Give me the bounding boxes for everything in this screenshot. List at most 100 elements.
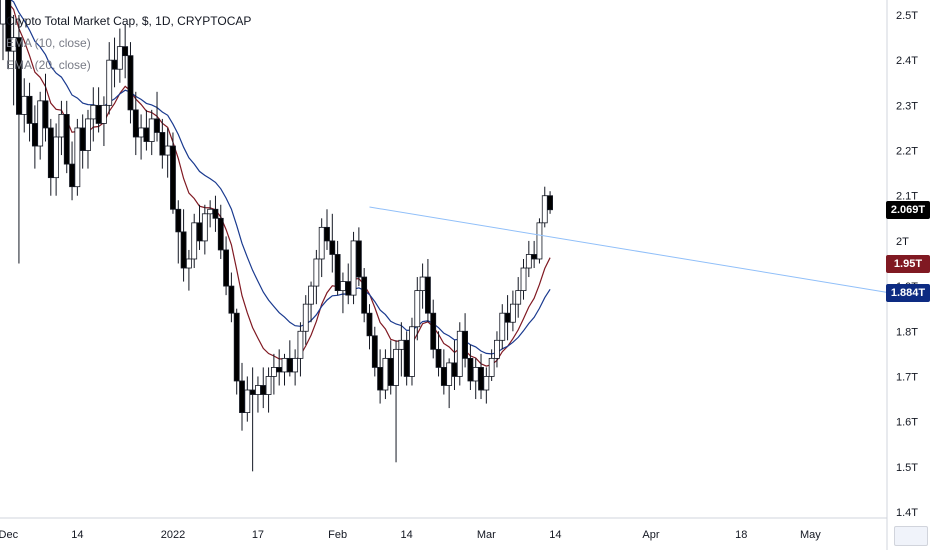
x-tick-label: 14 [549,529,561,541]
candle-body [547,195,553,211]
candle-body [520,267,527,292]
candle-body [63,114,70,165]
candle-body [164,145,171,156]
candle-body [366,312,373,337]
candle-body [467,357,474,382]
legend-title: Crypto Total Market Cap, $, 1D, CRYPTOCA… [6,14,252,28]
y-tick-label: 2.3T [896,100,918,112]
candle-body [499,312,506,341]
candle-body [95,104,102,124]
candle-body [47,127,54,179]
candle-body [255,385,261,395]
candle-body [79,127,86,151]
candle-body [265,376,272,395]
axis-settings-button[interactable] [894,526,928,546]
candle-body [345,281,352,296]
candle-body [472,367,479,382]
candle-body [297,330,304,359]
candle-body [462,330,468,359]
candle-body [350,240,357,296]
candle-body [419,276,426,292]
y-tick-label: 1.7T [896,371,918,383]
candle-body [31,123,38,147]
candle-body [292,357,299,373]
candle-body [451,362,458,377]
candle-body [334,254,341,292]
x-tick-label: 14 [401,529,413,541]
candle-body [387,357,394,386]
trendline [369,206,891,294]
candle-body [212,208,219,219]
y-tick-label: 2.2T [896,146,918,158]
candle-body [159,132,166,156]
candle-body [504,312,511,323]
candle-body [515,290,522,305]
candle-body [536,222,543,260]
candle-body [403,339,410,377]
candle-body [281,357,288,373]
candle-body [541,195,548,224]
candle-body [440,367,447,386]
candle-body [435,348,442,368]
candle-body [116,46,123,70]
candle-body [430,312,437,350]
y-tick-label: 2.1T [896,191,918,203]
candle-body [154,118,160,133]
candle-body [5,0,12,52]
candle-body [223,249,229,287]
candle-body [302,303,309,332]
candle-body [531,254,538,260]
candle-body [483,376,490,391]
candle-body [148,118,155,142]
candle-body [239,380,245,413]
candle-body [175,208,182,233]
candle-body [233,312,240,382]
x-tick-label: Apr [642,529,659,541]
candle-body [446,362,453,386]
candle-body [170,145,176,210]
candle-body [308,285,314,305]
candle-body [180,231,187,269]
candle-body [132,109,139,138]
candle-body [26,95,33,124]
candle-body [494,339,500,359]
candle-body [329,240,336,255]
y-tick-label: 2.4T [896,55,918,67]
candle-body [138,127,144,138]
candle-body [414,290,421,328]
candle-body [361,276,368,314]
candle-body [393,348,399,386]
x-tick-label: 17 [252,529,264,541]
candle-body [0,0,6,25]
candle-body [260,385,267,395]
candle-body [313,258,320,287]
candle-body [286,357,293,373]
candle-body [377,367,384,391]
ema10-price-label: 1.95T [886,254,930,273]
candle-body [371,335,378,368]
candle-body [217,217,224,251]
candle-body [324,226,330,242]
x-tick-label: Mar [477,529,496,541]
candle-body [106,59,113,106]
candle-body [228,285,235,314]
legend-ema20[interactable]: EMA (20, close) [6,58,91,72]
candle-body [58,114,65,138]
candle-body [244,389,251,414]
candle-body [16,37,22,115]
ema20-price-label: 1.884T [886,284,930,303]
legend-ema10[interactable]: EMA (10, close) [6,36,91,50]
y-tick-label: 1.6T [896,417,918,429]
candle-body [196,222,203,242]
x-tick-label: Feb [328,529,347,541]
last-price-label: 2.069T [886,200,930,219]
y-tick-label: 1.4T [896,507,918,519]
candle-body [488,357,495,377]
candle-body [90,104,97,120]
candle-body [37,100,44,147]
candle-body [425,276,431,314]
chart-legend: Crypto Total Market Cap, $, 1D, CRYPTOCA… [6,10,251,76]
x-tick-label: 14 [71,529,83,541]
